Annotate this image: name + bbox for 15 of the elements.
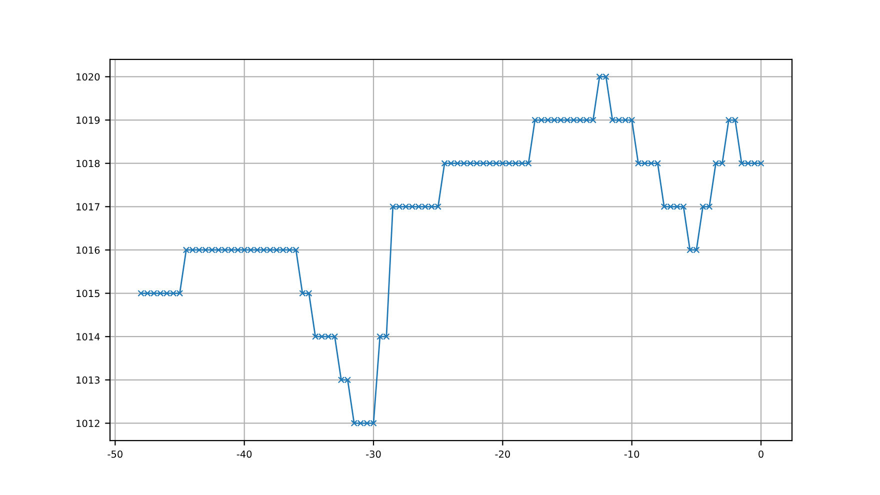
y-tick-label: 1012 — [76, 420, 100, 428]
y-tick-label: 1015 — [76, 290, 100, 298]
x-tick-label: -30 — [366, 450, 381, 458]
x-tick-label: -40 — [236, 450, 252, 458]
x-tick-label: -10 — [624, 450, 640, 458]
y-tick-label: 1016 — [76, 246, 100, 254]
x-tick-label: -20 — [495, 450, 510, 458]
y-tick-label: 1019 — [76, 116, 100, 124]
y-tick-label: 1017 — [76, 203, 100, 210]
x-tick-label: 0 — [758, 450, 764, 458]
x-tick-label: -50 — [108, 450, 122, 458]
y-tick-label: 1020 — [76, 73, 100, 81]
y-tick-label: 1013 — [76, 376, 100, 384]
y-tick-label: 1018 — [76, 160, 100, 168]
y-tick-label: 1014 — [76, 333, 100, 340]
